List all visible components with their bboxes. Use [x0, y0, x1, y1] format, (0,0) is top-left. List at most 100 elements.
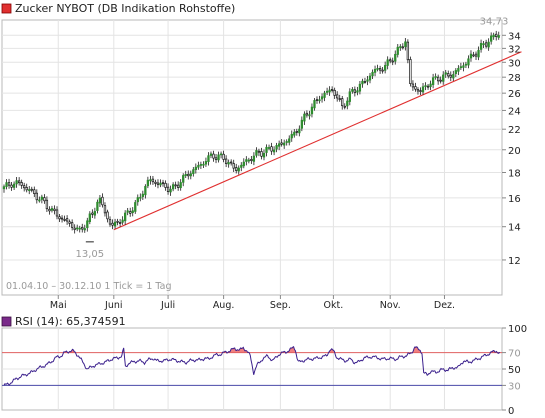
candle-up	[159, 182, 162, 186]
candle-down	[43, 197, 46, 202]
candle-down	[154, 181, 157, 184]
candle-down	[416, 89, 420, 92]
support-trendline	[113, 51, 522, 231]
candle-up	[124, 212, 127, 222]
candle-up	[184, 173, 187, 176]
candle-down	[33, 189, 36, 194]
x-tick-label: Aug.	[213, 300, 235, 311]
candle-down	[341, 98, 344, 107]
candle-up	[293, 131, 296, 136]
candle-up	[479, 42, 483, 50]
candle-up	[265, 146, 268, 153]
y-tick-label: 24	[508, 106, 521, 117]
candle-up	[86, 220, 89, 229]
rsi-line	[3, 345, 501, 387]
x-tick-label: Juli	[160, 300, 175, 311]
candle-up	[141, 193, 144, 197]
candle-up	[399, 46, 402, 48]
rsi-reference-lines	[2, 352, 502, 386]
candle-down	[103, 205, 107, 214]
candle-up	[98, 197, 102, 204]
candle-down	[10, 184, 13, 188]
price-x-axis: Mai Juni Juli Aug. Sep. Okt. Nov. Dez.	[50, 295, 455, 311]
candle-up	[78, 227, 81, 230]
candle-up	[242, 161, 245, 167]
candle-down	[25, 187, 28, 191]
y-tick-label: 34	[508, 31, 521, 42]
rsi-y-tick-label: 0	[508, 406, 514, 417]
candle-up	[376, 68, 379, 70]
candle-down	[232, 163, 235, 169]
candle-up	[396, 46, 399, 55]
candle-down	[166, 186, 170, 193]
candle-up	[209, 153, 213, 156]
candle-up	[454, 70, 457, 74]
candle-up	[275, 145, 278, 150]
candle-down	[45, 199, 49, 210]
candle-down	[411, 83, 415, 88]
candle-up	[40, 196, 44, 200]
candle-down	[63, 219, 66, 221]
y-tick-label: 32	[508, 44, 521, 55]
candle-up	[462, 65, 465, 68]
candle-up	[320, 96, 324, 100]
candle-down	[81, 227, 84, 230]
candle-up	[197, 165, 200, 168]
candle-up	[262, 152, 266, 158]
y-tick-label: 12	[508, 256, 521, 267]
candle-down	[409, 59, 412, 84]
candle-up	[199, 164, 203, 166]
candle-up	[204, 161, 208, 165]
candle-up	[318, 99, 321, 102]
candle-up	[277, 143, 281, 147]
candle-up	[366, 79, 369, 82]
candle-up	[5, 182, 8, 187]
candle-down	[447, 73, 450, 77]
candle-down	[212, 153, 215, 159]
candle-up	[189, 173, 192, 177]
candle-down	[60, 217, 64, 220]
candle-up	[136, 197, 139, 203]
candle-down	[338, 98, 341, 100]
y-tick-label: 20	[508, 146, 521, 157]
candle-down	[111, 222, 114, 226]
candle-up	[38, 199, 41, 202]
candle-down	[336, 94, 339, 99]
candle-up	[12, 183, 16, 188]
candle-up	[459, 66, 463, 68]
candle-up	[169, 188, 172, 193]
rsi-y-tick-label: 30	[508, 381, 521, 392]
candle-down	[474, 53, 478, 57]
candle-up	[467, 58, 470, 66]
candle-down	[106, 211, 109, 220]
candle-up	[310, 106, 314, 115]
low-annotation: 13,05	[76, 249, 105, 260]
candle-down	[250, 159, 253, 161]
candle-up	[182, 175, 185, 183]
candle-down	[280, 142, 283, 145]
candle-up	[96, 201, 99, 211]
candle-down	[68, 221, 71, 224]
candle-down	[177, 184, 180, 188]
x-tick-label: Sep.	[270, 300, 291, 311]
candle-down	[305, 112, 309, 116]
candle-up	[358, 83, 362, 92]
rsi-y-tick-label: 100	[508, 324, 527, 335]
candle-up	[325, 90, 329, 93]
candle-up	[497, 35, 500, 38]
candle-down	[151, 178, 155, 183]
candle-up	[2, 186, 6, 190]
candle-down	[30, 188, 33, 191]
candle-down	[401, 46, 404, 49]
candle-up	[144, 186, 147, 196]
candle-up	[308, 114, 311, 117]
candle-up	[113, 221, 117, 227]
y-tick-label: 26	[508, 89, 521, 100]
candle-up	[457, 68, 460, 72]
candle-up	[464, 63, 468, 66]
candle-down	[48, 208, 51, 212]
candle-up	[452, 74, 455, 79]
candle-down	[235, 167, 238, 171]
candle-up	[346, 100, 349, 107]
